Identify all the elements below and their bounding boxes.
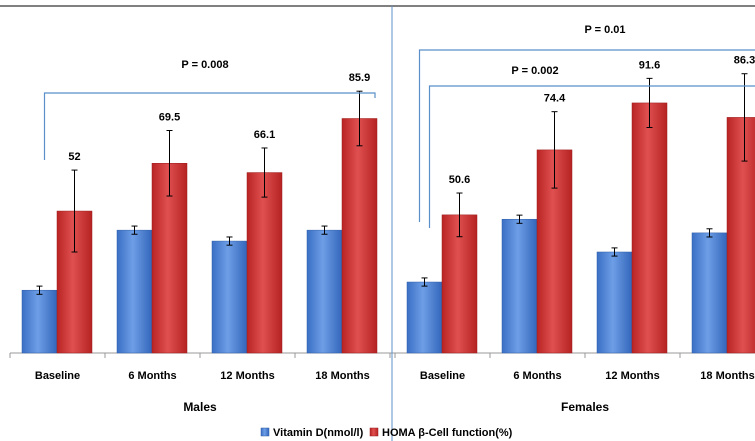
males-significance-bracket	[43, 92, 376, 160]
males-bar-vitamin-d-0	[21, 289, 58, 354]
females-x-tick-label: 12 Months	[605, 370, 659, 382]
females-significance-bracket	[418, 49, 755, 222]
males-data-label: 66.1	[254, 129, 275, 141]
females-x-tick-label: 18 Months	[700, 370, 754, 382]
females-x-tick-label: Baseline	[420, 370, 465, 382]
males-bar-homa-2	[246, 172, 283, 354]
females-bar-vitamin-d-3	[691, 232, 728, 354]
males-x-tick-label: 6 Months	[128, 370, 176, 382]
males-p-value: P = 0.008	[181, 59, 228, 71]
females-group-title: Females	[561, 400, 609, 414]
females-data-label: 50.6	[449, 174, 470, 186]
females-data-label: 91.6	[639, 59, 660, 71]
females-bar-vitamin-d-0	[406, 281, 443, 354]
females-bar-homa-3	[726, 117, 755, 354]
males-x-tick-label: 18 Months	[315, 370, 369, 382]
females-x-tick-label: 6 Months	[513, 370, 561, 382]
legend-swatch-homa	[369, 427, 379, 437]
males-bar-vitamin-d-2	[211, 240, 248, 354]
males-data-label: 52	[68, 151, 80, 163]
females-p-value: P = 0.002	[511, 65, 558, 77]
females-p-value: P = 0.01	[584, 24, 625, 36]
females-data-label: 74.4	[544, 93, 566, 105]
females-bar-homa-0	[441, 214, 478, 354]
males-group-title: Males	[183, 400, 217, 414]
females-bar-vitamin-d-1	[501, 218, 538, 354]
legend-label-vitamin-d: Vitamin D(nmol/l)	[273, 427, 364, 439]
males-data-label: 69.5	[159, 112, 180, 124]
males-bar-vitamin-d-1	[116, 229, 153, 354]
males-x-tick-label: Baseline	[35, 370, 80, 382]
females-bar-homa-2	[631, 102, 668, 354]
legend-swatch-vitamin-d	[260, 427, 270, 437]
males-data-label: 85.9	[349, 72, 370, 84]
females-significance-bracket	[428, 85, 755, 228]
males-bar-homa-3	[341, 118, 378, 354]
females-data-label: 86.3	[734, 55, 755, 67]
legend-label-homa: HOMA β-Cell function(%)	[382, 427, 513, 439]
males-x-tick-label: 12 Months	[220, 370, 274, 382]
males-bar-vitamin-d-3	[306, 229, 343, 354]
females-bar-vitamin-d-2	[596, 251, 633, 354]
